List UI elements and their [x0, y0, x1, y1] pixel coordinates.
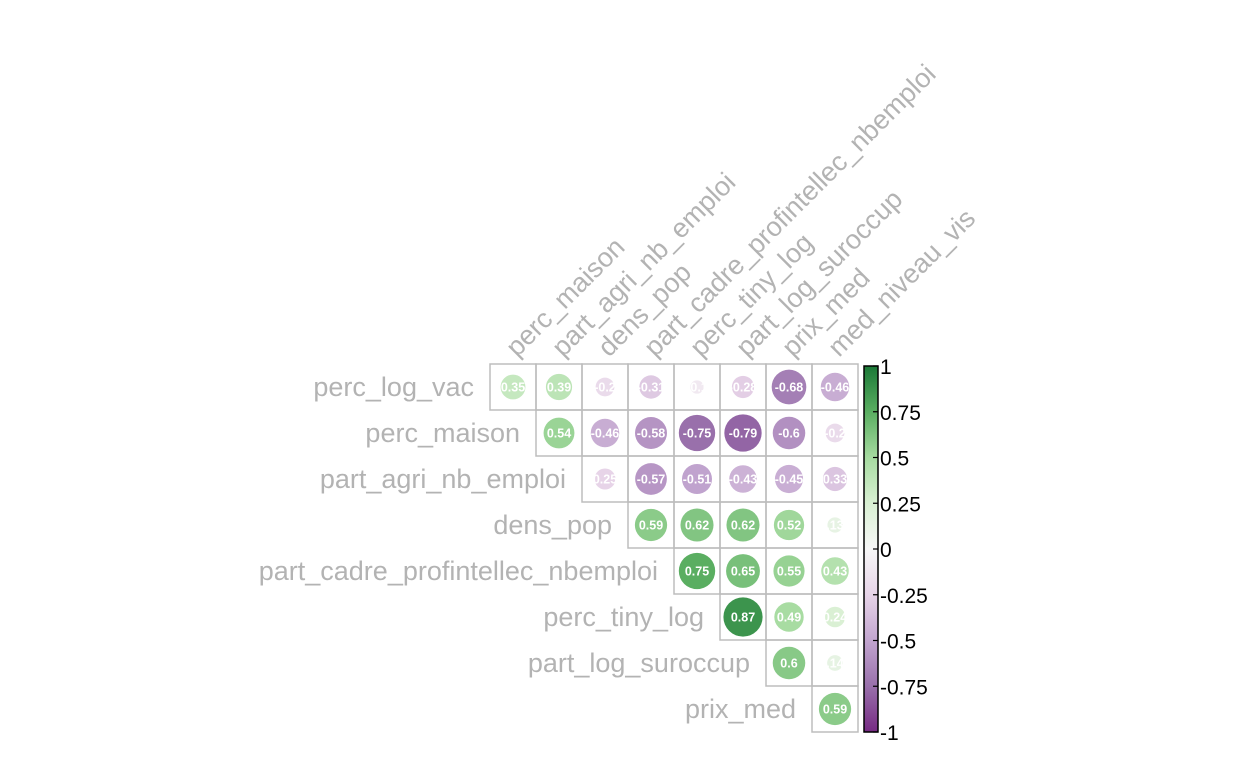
correlation-value-label: -0.6	[778, 427, 800, 441]
colorbar-tick-label: -1	[880, 722, 899, 745]
correlation-circle	[500, 374, 526, 400]
row-label: part_log_suroccup	[528, 648, 750, 678]
correlation-value-label: 0.62	[731, 519, 755, 533]
correlation-circle	[726, 554, 760, 588]
correlation-circle	[822, 466, 848, 492]
correlation-cells: 0.35 0.39 -0.2 -0.31 -0.1 -0.28 -0.68 -0.46 0.54…	[489, 363, 859, 733]
correlation-circle	[682, 464, 712, 494]
row-label: perc_maison	[365, 418, 520, 448]
correlation-value-label: 0.35	[501, 381, 525, 395]
correlation-value-label: 0.59	[639, 519, 663, 533]
correlation-circle	[824, 606, 846, 628]
correlation-circle	[545, 373, 573, 401]
correlation-value-label: 0.49	[777, 611, 801, 625]
colorbar-tick-label: 1	[880, 356, 892, 379]
correlation-circle	[729, 465, 757, 493]
correlation-value-label: -0.1	[686, 381, 708, 395]
correlation-circle	[680, 508, 714, 542]
colorbar-tick-label: 0.75	[880, 402, 921, 425]
correlation-circle	[820, 372, 850, 402]
correlation-circle	[634, 508, 668, 542]
correlation-circle	[724, 414, 762, 452]
row-label: part_cadre_profintellec_nbemploi	[259, 556, 658, 586]
correlation-circle	[773, 509, 805, 541]
correlation-circle	[774, 602, 804, 632]
correlation-circle	[635, 417, 667, 449]
correlation-circle	[595, 377, 615, 397]
correlation-circle	[772, 416, 806, 450]
correlation-value-label: -0.2	[824, 427, 846, 441]
correlation-circle	[594, 468, 616, 490]
correlation-circle	[821, 557, 849, 585]
correlation-value-label: 0.65	[731, 565, 755, 579]
correlation-value-label: 0.59	[823, 703, 847, 717]
correlation-value-label: 0.43	[823, 565, 847, 579]
correlation-value-label: 0.52	[777, 519, 801, 533]
correlation-value-label: -0.79	[729, 427, 758, 441]
correlation-value-label: -0.58	[637, 427, 666, 441]
correlation-circle	[731, 375, 755, 399]
colorbar: 1 0.75 0.5 0.25 0 -0.25 -0.5 -0.75 -1	[863, 356, 928, 745]
correlation-circle	[678, 414, 716, 452]
correlation-value-label: -0.31	[637, 381, 666, 395]
correlation-value-label: 0.75	[685, 565, 709, 579]
colorbar-tick-label: -0.25	[880, 585, 928, 608]
correlation-value-label: 0.39	[547, 381, 571, 395]
correlation-circle	[771, 369, 807, 405]
correlation-value-label: 0.54	[547, 427, 571, 441]
correlation-value-label: .13	[826, 519, 843, 533]
correlation-circle	[590, 418, 620, 448]
correlation-circle	[827, 517, 843, 533]
correlation-value-label: 0.87	[731, 611, 755, 625]
correlation-value-label: 0.25	[593, 473, 617, 487]
colorbar-tick-label: 0.5	[880, 448, 909, 471]
correlation-value-label: -0.2	[594, 381, 616, 395]
column-labels: perc_maisonpart_agri_nb_emploidens_poppa…	[500, 59, 981, 363]
correlation-circle	[773, 555, 805, 587]
correlation-value-label: -0.75	[683, 427, 712, 441]
correlation-circle	[827, 655, 843, 671]
correlation-value-label: -0.28	[729, 381, 758, 395]
correlation-value-label: -0.43	[729, 473, 758, 487]
colorbar-tick-label: 0.25	[880, 493, 921, 516]
row-labels: perc_log_vac perc_maison part_agri_nb_empl…	[259, 372, 796, 724]
correlation-circle	[726, 508, 760, 542]
correlation-circle	[678, 552, 716, 590]
cell-border	[811, 685, 859, 733]
row-label: prix_med	[685, 694, 796, 724]
correlation-circle	[825, 423, 845, 443]
row-label: part_agri_nb_emploi	[320, 464, 566, 494]
correlation-value-label: -0.68	[775, 381, 804, 395]
correlation-value-label: 0.24	[823, 611, 847, 625]
correlation-value-label: -0.46	[821, 381, 850, 395]
colorbar-tick-label: -0.75	[880, 676, 928, 699]
colorbar-tick-label: -0.5	[880, 631, 916, 654]
correlation-value-label: -0.57	[637, 473, 666, 487]
correlation-value-label: -0.46	[591, 427, 620, 441]
correlation-value-label: -0.45	[775, 473, 804, 487]
correlation-circle	[772, 646, 806, 680]
correlation-value-label: 0.33	[823, 473, 847, 487]
correlation-value-label: 0.55	[777, 565, 801, 579]
correlation-circle	[690, 380, 704, 394]
colorbar-tick-label: 0	[880, 539, 892, 562]
correlation-value-label: .14	[826, 657, 843, 671]
correlation-circle	[639, 375, 663, 399]
correlation-circle	[543, 417, 575, 449]
correlation-circle	[818, 692, 852, 726]
row-label: dens_pop	[493, 510, 612, 540]
row-label: perc_log_vac	[313, 372, 474, 402]
correlation-value-label: 0.6	[780, 657, 797, 671]
correlation-circle	[774, 464, 804, 494]
correlation-circle	[635, 463, 667, 495]
correlation-circle	[723, 597, 763, 637]
row-label: perc_tiny_log	[543, 602, 704, 632]
correlation-value-label: 0.62	[685, 519, 709, 533]
correlation-value-label: -0.51	[683, 473, 712, 487]
